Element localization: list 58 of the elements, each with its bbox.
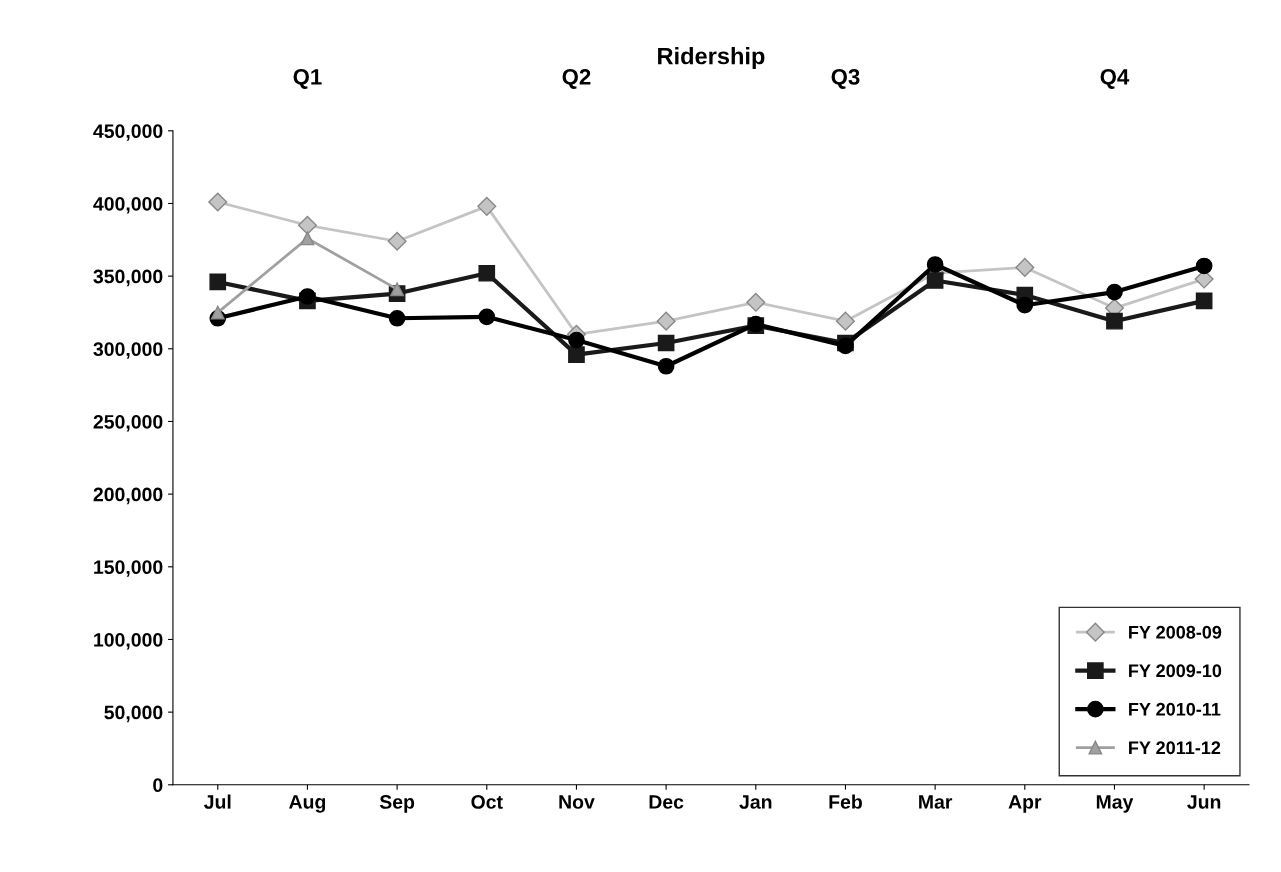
point <box>390 282 405 297</box>
text: Q3 <box>831 69 860 89</box>
y-tick-label: 200,000 <box>93 487 163 505</box>
x-tick-label: Jul <box>204 794 231 809</box>
point <box>746 292 766 312</box>
text: Q4 <box>1100 69 1130 89</box>
x-tick-label: Jun <box>1187 795 1221 809</box>
legend-label: FY 2009-10 <box>1129 664 1222 678</box>
y-tick-label: 100,000 <box>94 632 163 650</box>
x-tick-label: Oct <box>471 795 503 809</box>
x-tick-label: Nov <box>559 795 595 809</box>
point <box>210 305 225 320</box>
chart-title: Ridership <box>658 47 765 70</box>
point <box>656 311 676 331</box>
point <box>1195 292 1213 310</box>
y-tick-label: 400,000 <box>93 196 163 214</box>
x-tick-label: Dec <box>649 795 684 809</box>
point <box>300 231 315 246</box>
point <box>297 215 317 235</box>
point <box>208 192 228 212</box>
point <box>478 308 496 326</box>
point <box>299 288 316 305</box>
x-tick-label: Jan <box>739 795 772 809</box>
legend-label: FY 2011-12 <box>1129 741 1221 755</box>
point <box>657 334 675 352</box>
point <box>657 357 675 375</box>
y-tick-label: 350,000 <box>93 269 163 287</box>
point <box>568 331 585 349</box>
y-tick-label: 0 <box>153 778 163 793</box>
point <box>926 256 944 273</box>
y-tick-label: 450,000 <box>93 124 163 141</box>
x-tick-label: Mar <box>919 795 953 809</box>
point <box>1015 257 1035 277</box>
y-tick-label: 300,000 <box>93 342 163 359</box>
point <box>209 273 227 291</box>
point <box>477 196 497 216</box>
x-tick-label: Aug <box>289 795 326 813</box>
point <box>1106 283 1123 301</box>
point <box>387 231 407 251</box>
y-tick-label: 150,000 <box>94 560 163 577</box>
x-tick-label: Feb <box>829 794 862 809</box>
x-tick-label: May <box>1096 795 1134 813</box>
text: Q1 <box>293 69 322 89</box>
point <box>1195 257 1213 275</box>
point <box>1016 296 1034 314</box>
point <box>568 346 585 363</box>
point <box>1106 312 1123 330</box>
point <box>388 309 406 327</box>
point <box>926 272 944 289</box>
y-tick-label: 250,000 <box>93 414 163 432</box>
legend-label: FY 2010-11 <box>1129 702 1221 716</box>
legend-label: FY 2008-09 <box>1129 625 1222 639</box>
point <box>835 311 855 331</box>
y-tick-label: 50,000 <box>104 705 163 723</box>
point <box>478 264 496 282</box>
text: Q2 <box>562 69 591 89</box>
x-tick-label: Sep <box>379 795 415 813</box>
x-tick-label: Apr <box>1008 795 1042 813</box>
